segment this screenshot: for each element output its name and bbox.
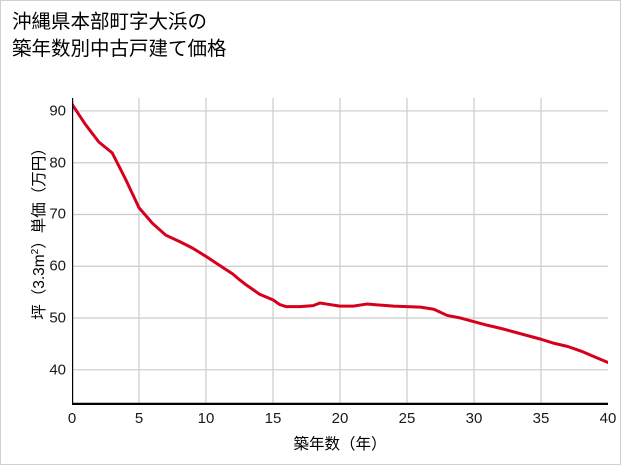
- y-tick-label: 50: [49, 309, 66, 327]
- x-tick-label: 30: [465, 410, 483, 427]
- y-tick-label: 90: [49, 102, 66, 120]
- x-axis-tick-labels: 0 5 10 15 20 25 30 35 40: [68, 410, 617, 432]
- x-tick-label: 5: [134, 410, 144, 427]
- chart-title: 沖縄県本部町字大浜の 築年数別中古戸建て価格: [12, 11, 227, 60]
- plot-area: [72, 98, 608, 405]
- x-tick-label: 10: [197, 410, 215, 427]
- y-tick-label: 70: [49, 205, 66, 223]
- y-tick-label: 40: [49, 361, 66, 379]
- x-tick-label: 25: [398, 410, 416, 427]
- x-tick-label: 40: [599, 410, 617, 427]
- x-tick-label: 15: [264, 410, 282, 427]
- y-axis-label: 坪（3.3m2）単価（万円）: [27, 115, 49, 345]
- y-axis-tick-labels: 40 50 60 70 80 90: [31, 98, 66, 405]
- y-axis-label-suffix: ）単価（万円）: [31, 140, 48, 249]
- x-axis-label: 築年数（年）: [293, 436, 387, 453]
- price-line-series: [72, 102, 608, 365]
- gridlines: [72, 98, 608, 405]
- y-tick-label: 80: [49, 154, 66, 172]
- y-tick-label: 60: [49, 257, 66, 275]
- x-tick-label: 35: [532, 410, 550, 427]
- plot-svg: [72, 98, 608, 405]
- y-axis-label-superscript: 2: [29, 248, 41, 255]
- x-tick-label: 20: [331, 410, 349, 427]
- y-axis-label-prefix: 坪（3.3m: [31, 254, 48, 320]
- x-tick-label: 0: [67, 410, 77, 427]
